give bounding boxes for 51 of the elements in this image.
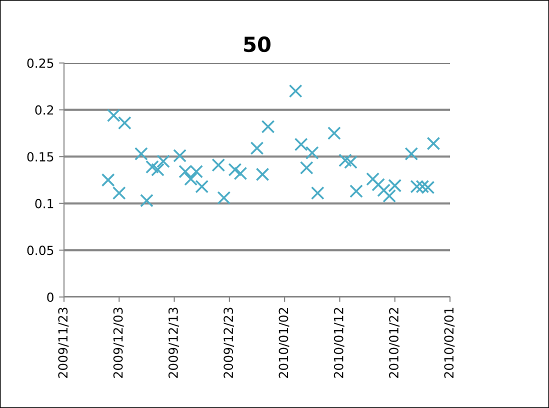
- point: [344, 156, 358, 169]
- point: [184, 172, 198, 186]
- point: [327, 126, 341, 140]
- point: [156, 154, 170, 168]
- y-tick-label: 0.15: [27, 152, 54, 162]
- point: [416, 180, 430, 194]
- point: [134, 147, 148, 161]
- y-tick-label: 0: [47, 292, 54, 302]
- point: [338, 154, 352, 168]
- y-tick-label: 0.25: [27, 58, 54, 68]
- point: [112, 186, 126, 200]
- x-tick-label: 2010/01/02: [278, 308, 290, 378]
- point: [140, 194, 154, 208]
- y-tick-label: 0.05: [27, 246, 54, 256]
- point: [106, 108, 120, 122]
- point: [288, 84, 302, 98]
- x-tick-label: 2009/11/23: [58, 308, 69, 378]
- point: [388, 178, 402, 192]
- x-tick-label: 2009/12/03: [113, 308, 124, 378]
- point: [146, 160, 159, 174]
- point: [350, 184, 363, 198]
- point: [426, 136, 440, 150]
- point: [250, 141, 264, 155]
- chart-title: 50: [244, 36, 270, 52]
- point: [256, 168, 270, 182]
- point: [101, 173, 115, 187]
- point: [173, 148, 187, 162]
- point: [261, 120, 275, 134]
- point: [217, 191, 231, 204]
- x-tick-label: 2010/01/12: [334, 308, 344, 378]
- point: [372, 178, 386, 192]
- point: [294, 138, 308, 152]
- x-tick-label: 2009/12/13: [168, 308, 179, 378]
- point: [310, 186, 324, 200]
- point: [305, 146, 319, 160]
- point: [377, 184, 391, 198]
- y-tick-label: 0.1: [35, 198, 54, 208]
- point: [212, 158, 226, 172]
- point: [300, 161, 314, 175]
- point: [195, 180, 209, 194]
- point: [118, 116, 132, 130]
- point: [404, 147, 418, 161]
- y-tick-label: 0.2: [35, 105, 54, 115]
- point: [228, 162, 242, 176]
- x-tick-label: 2010/02/01: [444, 308, 455, 378]
- point: [366, 172, 380, 186]
- point: [234, 166, 248, 180]
- x-tick-label: 2009/12/23: [224, 308, 234, 378]
- point: [382, 189, 396, 203]
- x-tick-label: 2010/01/22: [389, 308, 400, 378]
- point: [151, 162, 164, 176]
